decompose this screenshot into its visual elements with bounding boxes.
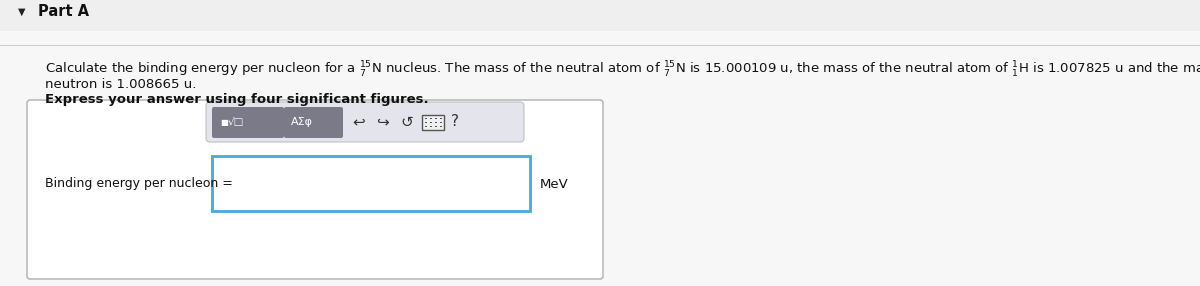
Text: √□: √□ [228, 117, 245, 127]
Text: ■: ■ [220, 118, 228, 126]
Text: ↪: ↪ [376, 114, 389, 130]
Text: MeV: MeV [540, 178, 569, 190]
Bar [440, 118, 442, 119]
Text: Express your answer using four significant figures.: Express your answer using four significa… [46, 93, 428, 106]
Text: Binding energy per nucleon =: Binding energy per nucleon = [46, 178, 233, 190]
FancyBboxPatch shape [422, 115, 444, 130]
Text: ↩: ↩ [352, 114, 365, 130]
Bar [436, 122, 437, 123]
Bar [430, 122, 432, 123]
Text: Part A: Part A [38, 5, 89, 19]
Bar [425, 126, 427, 127]
FancyBboxPatch shape [28, 100, 604, 279]
Text: ?: ? [451, 114, 458, 130]
Text: ▼: ▼ [18, 7, 25, 17]
Bar [436, 118, 437, 119]
FancyBboxPatch shape [206, 102, 524, 142]
Bar [430, 126, 432, 127]
Text: Calculate the binding energy per nucleon for a $\mathregular{^{15}_{7}}$N nucleu: Calculate the binding energy per nucleon… [46, 60, 1200, 80]
Bar [440, 126, 442, 127]
Bar [440, 122, 442, 123]
Bar [0, 0, 1200, 31]
Bar [430, 118, 432, 119]
Text: neutron is 1.008665 u.: neutron is 1.008665 u. [46, 78, 197, 91]
FancyBboxPatch shape [284, 107, 343, 138]
Bar [436, 126, 437, 127]
FancyBboxPatch shape [212, 107, 284, 138]
Text: ΑΣφ: ΑΣφ [292, 117, 313, 127]
Bar [212, 156, 530, 211]
Bar [425, 118, 427, 119]
Bar [0, 45, 1200, 46]
Bar [425, 122, 427, 123]
Text: ↺: ↺ [400, 114, 413, 130]
